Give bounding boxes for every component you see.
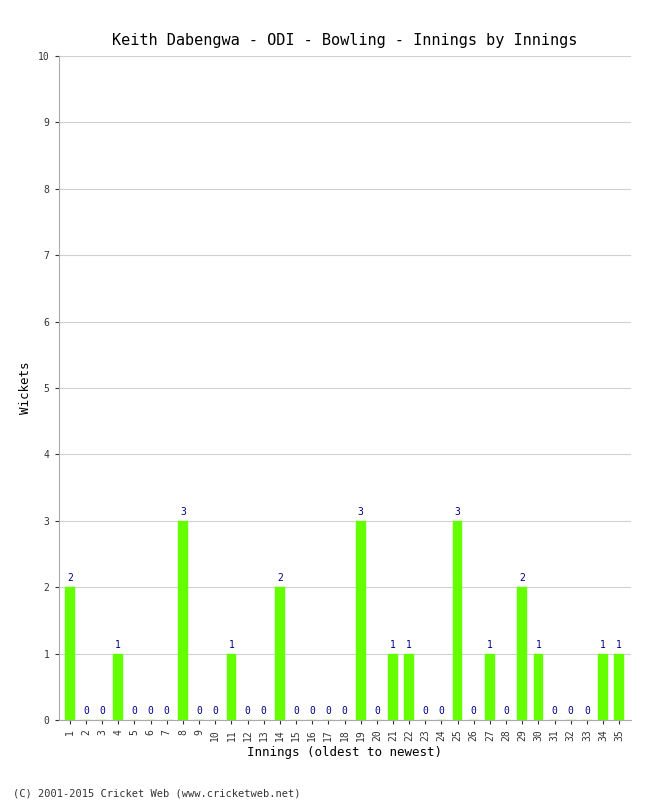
Bar: [356, 521, 365, 720]
Text: 2: 2: [519, 574, 525, 583]
Text: 0: 0: [293, 706, 299, 716]
Text: 2: 2: [67, 574, 73, 583]
Text: 0: 0: [341, 706, 348, 716]
Bar: [614, 654, 624, 720]
Text: 0: 0: [584, 706, 590, 716]
Bar: [65, 587, 75, 720]
Text: 1: 1: [228, 640, 235, 650]
Bar: [404, 654, 414, 720]
Bar: [534, 654, 543, 720]
Text: 1: 1: [406, 640, 412, 650]
Bar: [453, 521, 462, 720]
Text: 0: 0: [261, 706, 266, 716]
Text: 0: 0: [374, 706, 380, 716]
Text: 0: 0: [83, 706, 89, 716]
Text: 0: 0: [552, 706, 558, 716]
Bar: [178, 521, 188, 720]
Text: 1: 1: [616, 640, 622, 650]
Bar: [598, 654, 608, 720]
Text: 0: 0: [439, 706, 445, 716]
Text: 0: 0: [309, 706, 315, 716]
Title: Keith Dabengwa - ODI - Bowling - Innings by Innings: Keith Dabengwa - ODI - Bowling - Innings…: [112, 33, 577, 48]
Text: 1: 1: [390, 640, 396, 650]
Text: 3: 3: [358, 507, 363, 517]
Bar: [388, 654, 398, 720]
Text: 0: 0: [196, 706, 202, 716]
Bar: [227, 654, 236, 720]
Bar: [517, 587, 527, 720]
Text: 0: 0: [568, 706, 574, 716]
Text: 3: 3: [180, 507, 186, 517]
Text: 3: 3: [454, 507, 461, 517]
Text: 1: 1: [600, 640, 606, 650]
Text: 0: 0: [148, 706, 153, 716]
Text: 0: 0: [244, 706, 250, 716]
Text: 0: 0: [422, 706, 428, 716]
Text: 0: 0: [213, 706, 218, 716]
Text: 2: 2: [277, 574, 283, 583]
X-axis label: Innings (oldest to newest): Innings (oldest to newest): [247, 746, 442, 759]
Text: 0: 0: [503, 706, 509, 716]
Text: 0: 0: [471, 706, 476, 716]
Text: 0: 0: [326, 706, 332, 716]
Text: (C) 2001-2015 Cricket Web (www.cricketweb.net): (C) 2001-2015 Cricket Web (www.cricketwe…: [13, 788, 300, 798]
Bar: [275, 587, 285, 720]
Bar: [485, 654, 495, 720]
Bar: [114, 654, 123, 720]
Text: 1: 1: [115, 640, 121, 650]
Text: 1: 1: [536, 640, 541, 650]
Text: 1: 1: [487, 640, 493, 650]
Text: 0: 0: [99, 706, 105, 716]
Text: 0: 0: [164, 706, 170, 716]
Y-axis label: Wickets: Wickets: [19, 362, 32, 414]
Text: 0: 0: [131, 706, 137, 716]
